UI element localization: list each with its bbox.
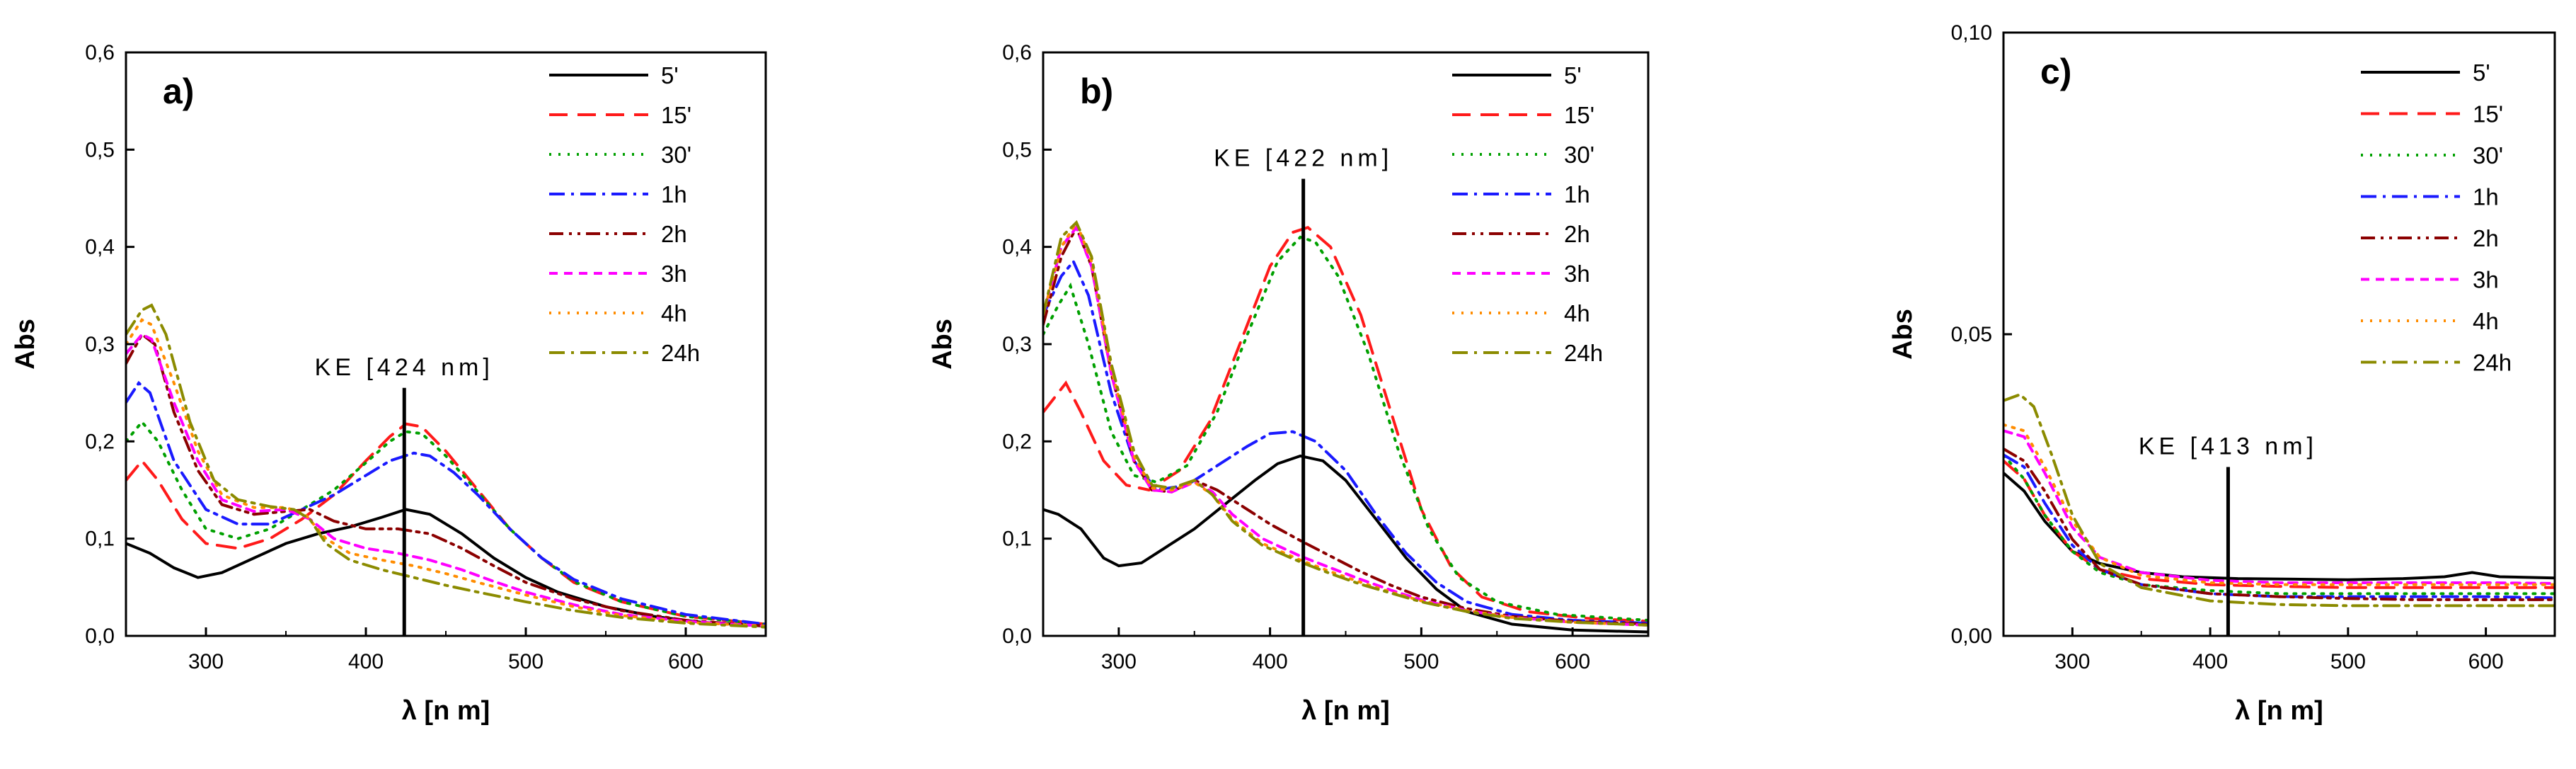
x-axis-label: λ [n m]	[2235, 696, 2323, 726]
legend-entry: 30'	[661, 142, 691, 168]
series-line-3	[2003, 453, 2555, 596]
series-line-8	[2003, 392, 2555, 608]
legend-entry: 24h	[661, 340, 700, 366]
x-axis-label: λ [n m]	[402, 696, 490, 726]
y-tick-label: 0,2	[1002, 430, 1032, 453]
y-tick-label: 0,5	[85, 138, 115, 161]
ke-annotation: KE [413 nm]	[2139, 433, 2318, 460]
panel-label: b)	[1080, 72, 1113, 111]
y-tick-label: 0,6	[85, 41, 115, 64]
legend-entry: 1h	[661, 181, 687, 207]
legend: 5' 15' 30' 1h 2h 3h 4h 24h	[549, 62, 700, 366]
legend-entry: 5'	[661, 62, 679, 89]
legend-entry: 15'	[1564, 102, 1594, 128]
series-line-1	[2003, 472, 2555, 581]
legend-entry: 2h	[1564, 221, 1590, 247]
y-tick-label: 0,2	[85, 430, 115, 453]
series-line-6	[2003, 429, 2555, 585]
series-line-6	[126, 332, 766, 628]
series-line-4	[1043, 258, 1648, 625]
x-tick-label: 600	[668, 650, 703, 673]
x-tick-label: 500	[508, 650, 544, 673]
x-tick-label: 600	[2468, 650, 2504, 673]
series-line-2	[2003, 459, 2555, 589]
series-line-6	[1043, 224, 1648, 627]
legend-entry: 5'	[2473, 59, 2490, 86]
panel-b: 300 400 500 600 0,0 0,1 0,2 0,3 0,4 0,5 0,6 λ [n m]…	[928, 41, 1650, 726]
legend-entry: 1h	[2473, 184, 2499, 210]
y-tick-label: 0,1	[85, 528, 115, 551]
series-line-7	[2003, 423, 2555, 586]
legend-entry: 24h	[2473, 350, 2512, 376]
legend-entry: 1h	[1564, 181, 1590, 207]
x-tick-label: 500	[2330, 650, 2366, 673]
x-tick-label: 500	[1403, 650, 1439, 673]
legend-entry: 2h	[2473, 225, 2499, 251]
series-line-8	[1043, 220, 1648, 627]
legend: 5' 15' 30' 1h 2h 3h 4h 24h	[2361, 59, 2512, 376]
y-tick-label: 0,3	[1002, 333, 1032, 356]
y-tick-label: 0,6	[1002, 41, 1032, 64]
legend-entry: 4h	[1564, 300, 1590, 326]
panel-c: 300 400 500 600 0,00 0,05 0,10 λ [n m] Abs c) 5' 15…	[1888, 21, 2556, 726]
y-axis-label: Abs	[928, 319, 958, 370]
y-tick-label: 0,4	[85, 236, 115, 259]
panel-label: a)	[163, 72, 194, 111]
y-tick-label: 0,10	[1951, 21, 1992, 45]
legend-entry: 30'	[1564, 142, 1594, 168]
legend-entry: 30'	[2473, 142, 2503, 169]
legend-entry: 4h	[661, 300, 687, 326]
y-tick-label: 0,4	[1002, 236, 1032, 259]
y-axis-label: Abs	[11, 319, 40, 370]
legend-entry: 24h	[1564, 340, 1603, 366]
legend-entry: 3h	[1564, 261, 1590, 287]
y-tick-label: 0,0	[85, 625, 115, 648]
legend: 5' 15' 30' 1h 2h 3h 4h 24h	[1452, 62, 1603, 366]
legend-entry: 3h	[661, 261, 687, 287]
y-tick-label: 0,0	[1002, 625, 1032, 648]
series-line-1	[126, 508, 766, 628]
series-line-5	[1043, 224, 1648, 626]
x-axis-label: λ [n m]	[1301, 696, 1390, 726]
series-line-3	[1043, 235, 1648, 622]
x-tick-label: 400	[2192, 650, 2228, 673]
x-tick-label: 300	[2054, 650, 2090, 673]
panel-a: 300 400 500 600 0,0 0,1 0,2 0,3 0,4 0,5 0,6 λ [n m]…	[11, 41, 767, 726]
series-line-4	[2003, 453, 2555, 600]
x-tick-label: 400	[348, 650, 384, 673]
legend-entry: 2h	[661, 221, 687, 247]
x-tick-label: 300	[188, 650, 224, 673]
y-tick-label: 0,1	[1002, 528, 1032, 551]
y-axis-label: Abs	[1888, 309, 1918, 360]
plot-frame	[1042, 51, 1650, 637]
ke-annotation: KE [422 nm]	[1214, 145, 1393, 172]
legend-entry: 15'	[2473, 101, 2503, 127]
series-line-5	[126, 332, 766, 628]
legend-entry: 15'	[661, 102, 691, 128]
y-tick-label: 0,05	[1951, 323, 1992, 346]
legend-entry: 5'	[1564, 62, 1582, 89]
x-tick-label: 400	[1253, 650, 1288, 673]
y-tick-label: 0,3	[85, 333, 115, 356]
y-tick-label: 0,5	[1002, 138, 1032, 161]
series-line-2	[1043, 225, 1648, 623]
series-line-5	[2003, 447, 2555, 601]
y-tick-label: 0,00	[1951, 625, 1992, 648]
series-line-1	[1043, 454, 1648, 634]
x-tick-label: 300	[1101, 650, 1137, 673]
series-line-4	[126, 380, 766, 626]
legend-entry: 3h	[2473, 267, 2499, 293]
series-line-8	[126, 303, 766, 629]
ke-annotation: KE [424 nm]	[315, 354, 494, 381]
x-tick-label: 600	[1555, 650, 1590, 673]
panel-label: c)	[2040, 52, 2071, 91]
legend-entry: 4h	[2473, 308, 2499, 334]
